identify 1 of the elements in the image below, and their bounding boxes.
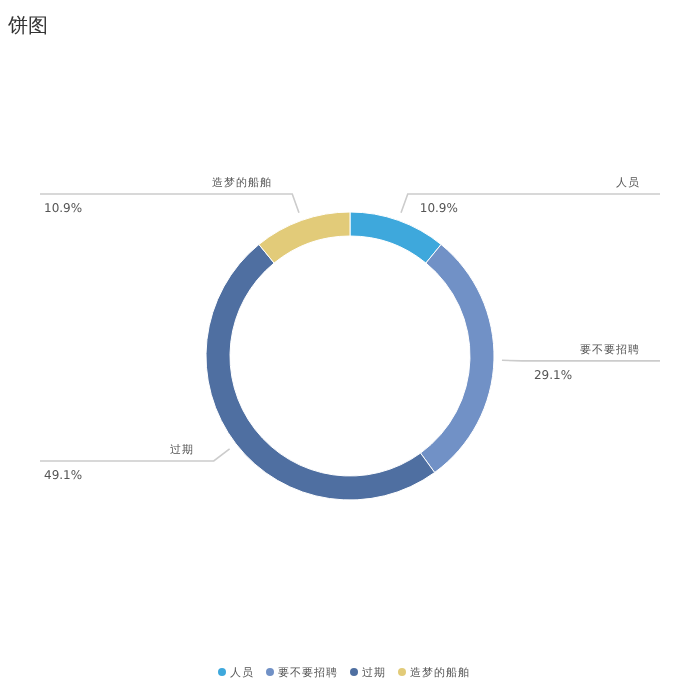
chart-title: 饼图 (6, 14, 48, 38)
